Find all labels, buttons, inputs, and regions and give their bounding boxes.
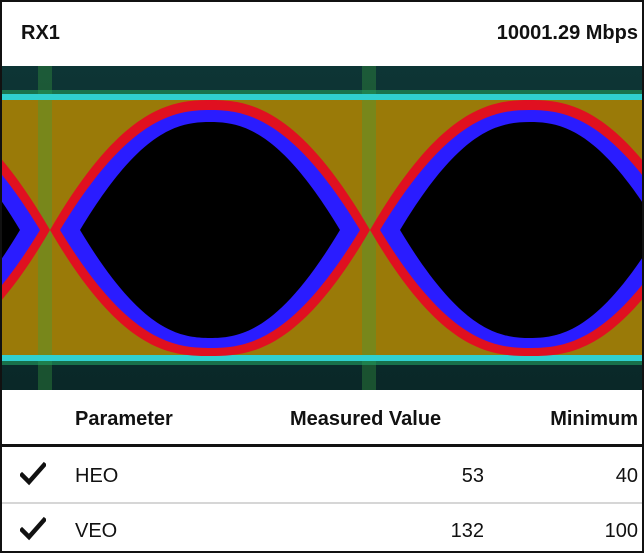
row-measured-value: 53 [461, 465, 484, 487]
eye-diagram [2, 66, 642, 390]
row-parameter: VEO [75, 520, 118, 542]
bottom-rail [2, 355, 642, 361]
row-parameter: HEO [75, 465, 119, 487]
check-icon [20, 516, 46, 541]
row-minimum: 100 [604, 520, 638, 542]
top-rail [2, 94, 642, 100]
header-parameter: Parameter [75, 408, 173, 430]
table-row: VEO 132 100 [2, 502, 642, 557]
row-minimum: 40 [615, 465, 638, 487]
header-measured-value: Measured Value [290, 408, 442, 430]
data-rate: 10001.29 Mbps [496, 22, 638, 44]
channel-title: RX1 [21, 22, 60, 44]
row-measured-value: 132 [450, 520, 484, 542]
table-row: HEO 53 40 [2, 447, 642, 504]
table-header: Parameter Measured Value Minimum [2, 390, 642, 447]
panel-header: RX1 10001.29 Mbps [2, 2, 642, 66]
crossing-streak-right [362, 66, 376, 390]
eye-opening-1-center [80, 122, 340, 338]
header-minimum: Minimum [550, 408, 638, 430]
eye-opening-0-blue [2, 174, 40, 285]
check-icon [20, 461, 46, 486]
eye-opening-2-center [400, 122, 642, 338]
eye-opening-0-center [2, 201, 20, 259]
